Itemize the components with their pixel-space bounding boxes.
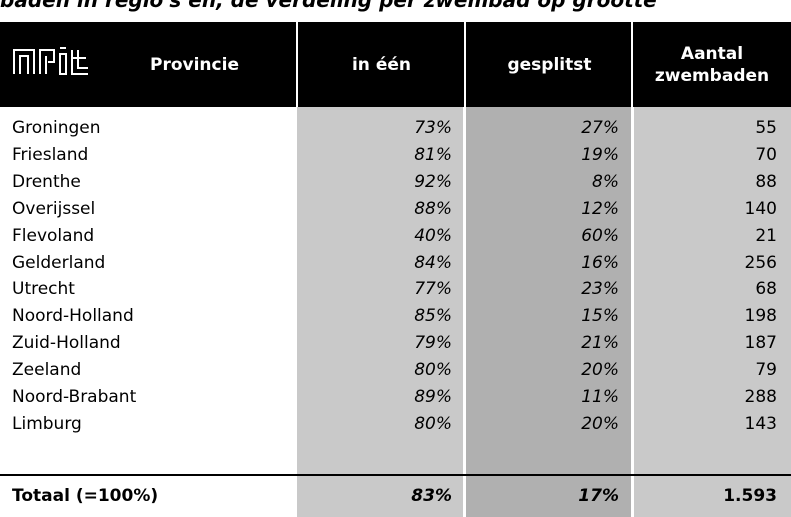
row-label: Overijssel [12,198,96,219]
cell-value: 84% [414,252,452,273]
cell-value: 79% [414,333,452,354]
cell-value: 23% [581,279,619,300]
cell-value: 85% [414,306,452,327]
cell-value: 68 [755,279,777,300]
row-label: Utrecht [12,279,75,300]
cell-value: 70 [755,144,777,165]
column-header: Provincie [150,54,239,75]
cell-value: 20% [581,413,619,434]
row-label: Gelderland [12,252,106,273]
header-band [0,22,791,107]
cell-value: 92% [414,171,452,192]
cell-value: 12% [581,198,619,219]
cell-value: 11% [581,387,619,407]
cell-value: 88% [414,198,452,219]
cell-value: 40% [414,225,452,246]
cell-value: 89% [414,387,452,407]
column-header: gesplitst [507,54,592,75]
cell-value: 140 [744,198,777,219]
cell-value: 288 [744,387,777,407]
column-header: Aantal zwembaden [654,43,770,86]
header-divider [464,22,466,107]
cell-value: 16% [581,252,619,273]
cell-value: 187 [744,333,777,354]
cell-value: 60% [581,225,619,246]
cell-value: 88 [755,171,777,192]
column-shade [634,107,791,517]
cell-value: 80% [414,360,452,381]
cell-value: 17% [578,486,619,506]
cell-value: 8% [592,171,619,192]
header-divider [631,22,633,107]
column-shade [297,107,463,517]
cell-value: 27% [581,118,619,138]
cell-value: 21% [581,333,619,354]
row-label: Groningen [12,118,101,138]
cell-value: 15% [581,306,619,327]
column-shade [466,107,631,517]
column-header: in één [351,54,411,75]
logo [13,47,88,75]
row-label: Limburg [12,413,82,434]
row-label: Zeeland [12,360,82,381]
header-divider [296,22,298,107]
row-label: Drenthe [12,171,81,192]
cell-value: 83% [411,486,452,506]
row-label: Noord-Brabant [12,387,137,407]
row-label: Flevoland [12,225,95,246]
cell-value: 198 [744,306,777,327]
caption: baden in regio's en, de verdeling per zw… [0,0,657,12]
row-label: Friesland [12,144,89,165]
cell-value: 80% [414,413,452,434]
cell-value: 77% [414,279,452,300]
total-rule [0,474,791,476]
cell-value: 55 [755,118,777,138]
cell-value: 20% [581,360,619,381]
cell-value: 1.593 [723,486,777,506]
cell-value: 79 [755,360,777,381]
cell-value: 256 [744,252,777,273]
cell-value: 81% [414,144,452,165]
row-label: Totaal (=100%) [12,486,159,506]
row-label: Zuid-Holland [12,333,121,354]
cell-value: 19% [581,144,619,165]
row-label: Noord-Holland [12,306,134,327]
cell-value: 73% [414,118,452,138]
cell-value: 21 [755,225,777,246]
cell-value: 143 [744,413,777,434]
